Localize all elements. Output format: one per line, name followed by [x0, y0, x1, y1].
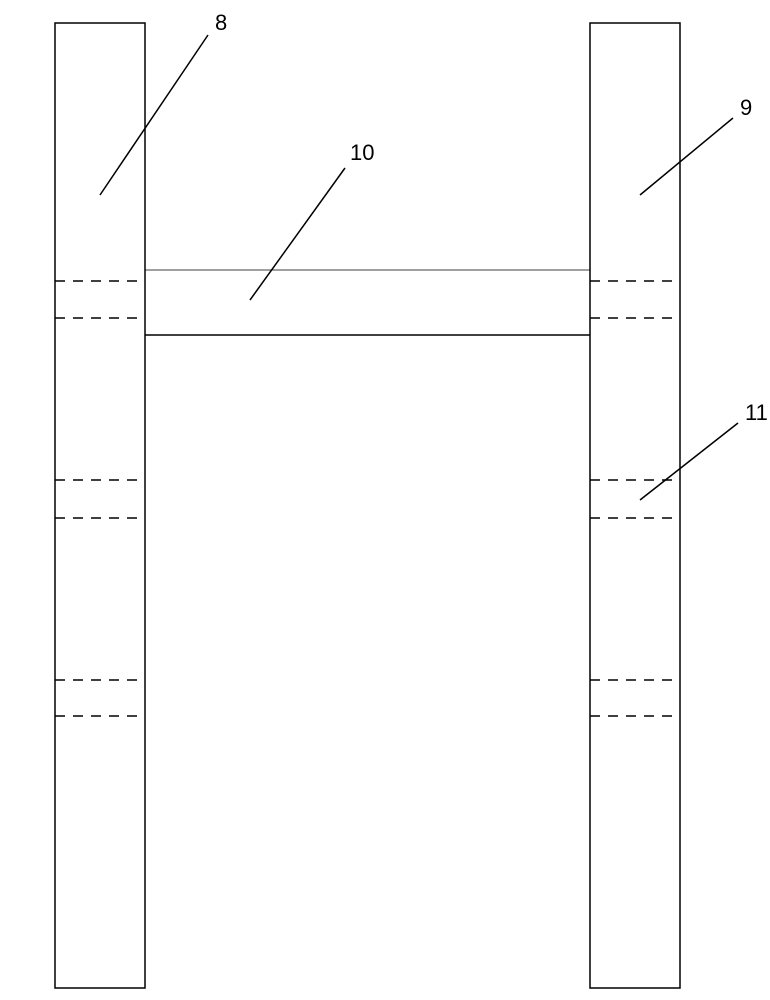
callout-label: 8 [215, 10, 227, 35]
callout-label: 10 [350, 140, 374, 165]
technical-diagram: 8 9 10 11 [0, 0, 770, 1000]
callout-label: 11 [745, 400, 768, 425]
callout-label: 9 [740, 95, 752, 120]
